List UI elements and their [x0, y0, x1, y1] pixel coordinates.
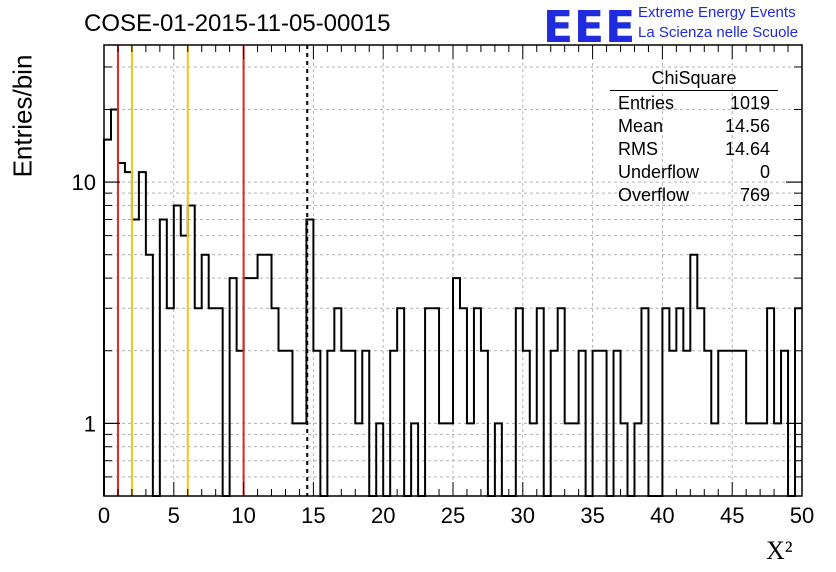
- histogram-bin: [425, 308, 432, 496]
- histogram-bin: [795, 308, 802, 496]
- stats-title: ChiSquare: [610, 68, 778, 91]
- eee-logo-line1: Extreme Energy Events: [638, 4, 796, 21]
- y-axis-label: Entries/bin: [7, 54, 38, 178]
- y-tick-label: 1: [84, 411, 96, 436]
- histogram-bin: [258, 255, 265, 496]
- histogram-bin: [697, 308, 704, 496]
- histogram-bin: [641, 308, 648, 496]
- histogram-bin: [111, 109, 118, 496]
- histogram-bin: [474, 308, 481, 496]
- stats-value: 0: [759, 162, 770, 182]
- x-tick-label: 45: [720, 503, 744, 528]
- x-tick-label: 25: [441, 503, 465, 528]
- stats-value: 14.56: [724, 116, 770, 136]
- run-title: COSE-01-2015-11-05-00015: [84, 10, 391, 37]
- histogram-bin: [195, 308, 202, 496]
- x-tick-label: 20: [371, 503, 395, 528]
- stats-name: Entries: [618, 93, 675, 113]
- stats-value: 769: [739, 185, 770, 205]
- histogram-bin: [230, 278, 237, 496]
- histogram-bin: [460, 308, 467, 496]
- eee-logo: EEE: [543, 2, 637, 53]
- histogram-bin: [146, 255, 153, 496]
- stats-name: Overflow: [618, 185, 690, 205]
- x-tick-label: 30: [511, 503, 535, 528]
- stats-name: RMS: [618, 139, 658, 159]
- stats-box: ChiSquare Entries 1019 Mean 14.56 RMS 14…: [610, 68, 778, 207]
- stats-value: 1019: [729, 93, 770, 113]
- stats-row-mean: Mean 14.56: [610, 115, 778, 138]
- y-tick-label: 10: [72, 170, 96, 195]
- stats-name: Mean: [618, 116, 664, 136]
- x-tick-label: 10: [231, 503, 255, 528]
- stats-row-overflow: Overflow 769: [610, 184, 778, 207]
- x-tick-label: 15: [301, 503, 325, 528]
- histogram-bin: [537, 308, 544, 496]
- histogram-bin: [118, 163, 125, 496]
- stats-name: Underflow: [618, 162, 700, 182]
- histogram-bin: [216, 308, 223, 496]
- histogram-bin: [676, 308, 683, 496]
- histogram-bin: [139, 172, 146, 496]
- x-tick-label: 0: [98, 503, 110, 528]
- x-tick-label: 40: [650, 503, 674, 528]
- histogram-bin: [272, 308, 279, 496]
- x-tick-label: 35: [580, 503, 604, 528]
- eee-logo-line2: La Scienza nelle Scuole: [638, 24, 799, 41]
- histogram-bin: [209, 308, 216, 496]
- stats-row-entries: Entries 1019: [610, 92, 778, 115]
- histogram-bin: [397, 308, 404, 496]
- histogram-bin: [132, 219, 139, 496]
- histogram-bin: [558, 308, 565, 496]
- histogram-outline: [103, 108, 802, 497]
- stats-row-underflow: Underflow 0: [610, 161, 778, 184]
- histogram-bin: [690, 255, 697, 496]
- histogram-bin: [516, 308, 523, 496]
- histogram-bin: [265, 255, 272, 496]
- histogram-bin: [181, 236, 188, 496]
- histogram-bin: [432, 308, 439, 496]
- x-tick-label: 50: [790, 503, 814, 528]
- histogram-bin: [202, 255, 209, 496]
- histogram-bin: [453, 278, 460, 496]
- histogram-bin: [334, 308, 341, 496]
- stats-value: 14.64: [724, 139, 770, 159]
- histogram-bin: [160, 219, 167, 496]
- histogram-bin: [251, 278, 258, 496]
- histogram-bin: [244, 278, 251, 496]
- histogram-bin: [662, 308, 669, 496]
- histogram-bin: [125, 172, 132, 496]
- histogram-bin: [767, 308, 774, 496]
- x-axis-label: X²: [766, 536, 793, 565]
- histogram-bin: [167, 308, 174, 496]
- stats-row-rms: RMS 14.64: [610, 138, 778, 161]
- x-tick-label: 5: [168, 503, 180, 528]
